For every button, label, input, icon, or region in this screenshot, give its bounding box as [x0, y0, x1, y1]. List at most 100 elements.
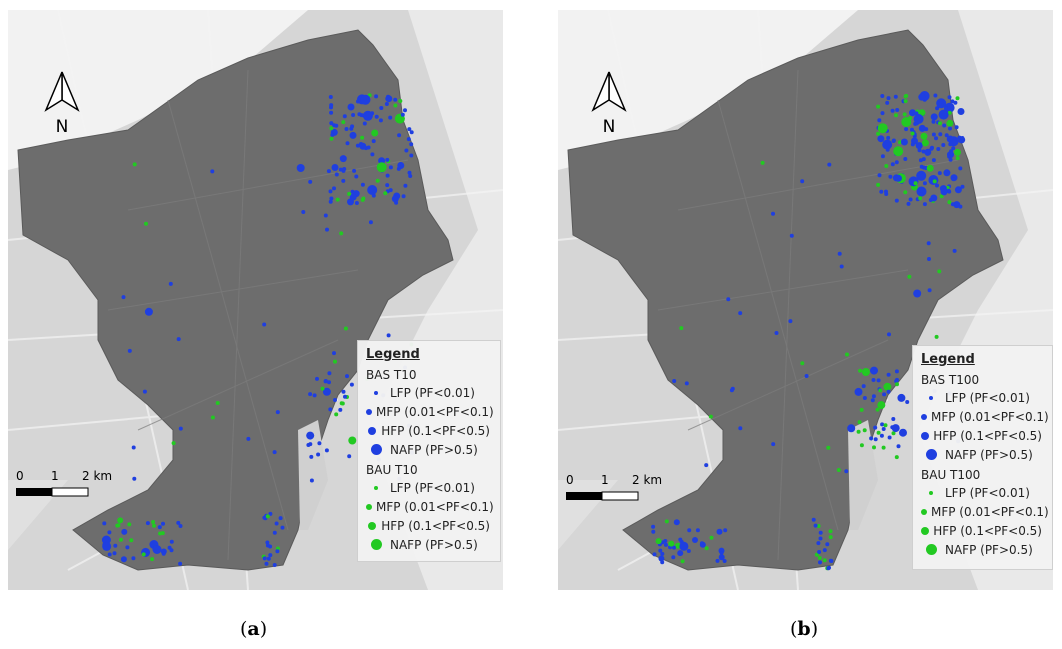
legend-symbol-dot [374, 390, 378, 395]
legend-item-label: LFP (PF<0.01) [390, 480, 475, 495]
legend-item: LFP (PF<0.01) [366, 478, 490, 497]
bas-point [884, 189, 888, 194]
bas-point [880, 422, 885, 427]
bas-point [729, 388, 734, 393]
bas-point [882, 392, 887, 397]
bau-point [858, 368, 863, 373]
legend-item-label: LFP (PF<0.01) [945, 390, 1030, 405]
bau-point [828, 535, 833, 540]
bas-point [944, 133, 949, 138]
bas-point [274, 521, 279, 526]
bas-point [275, 410, 280, 415]
legend-symbol-dot [366, 503, 372, 510]
bas-point [919, 164, 924, 169]
bas-point [871, 394, 876, 399]
bas-point [672, 545, 676, 550]
bas-point [347, 103, 355, 111]
bas-point [900, 138, 908, 146]
bas-point [384, 102, 389, 106]
bas-point [854, 387, 863, 396]
bas-point [272, 563, 277, 567]
bas-point [651, 524, 656, 529]
bas-point [716, 528, 723, 535]
bas-point [362, 110, 373, 121]
bas-point [352, 168, 357, 173]
bas-point [120, 556, 127, 563]
bas-point [308, 179, 313, 184]
bau-point [760, 160, 765, 165]
bau-point [903, 99, 908, 104]
bau-point [343, 326, 348, 331]
legend: Legend BAS T100 LFP (PF<0.01) MFP (0.01<PF<… [912, 345, 1053, 570]
bau-point [708, 414, 713, 419]
bas-point [927, 288, 932, 293]
bas-point [811, 517, 816, 522]
legend-symbol-dot [921, 431, 930, 440]
legend-item: MFP (0.01<PF<0.1) [921, 407, 1049, 426]
bas-point [951, 177, 956, 182]
bas-point [332, 351, 336, 356]
bas-point [107, 530, 112, 535]
bau-point [132, 162, 137, 167]
bau-point [340, 401, 345, 406]
bas-point [880, 94, 885, 98]
bas-point [910, 127, 914, 132]
bas-point [937, 171, 942, 176]
bau-point [883, 423, 888, 428]
bas-point [926, 241, 931, 246]
bas-point [360, 182, 365, 187]
bas-point [950, 99, 955, 104]
bas-point [342, 167, 347, 171]
bas-point [933, 114, 938, 119]
bau-point [151, 520, 156, 524]
bas-point [958, 166, 963, 171]
bas-point [673, 519, 680, 526]
bas-point [913, 114, 924, 124]
bas-point [895, 174, 902, 182]
bas-point [385, 183, 390, 188]
bas-point [903, 157, 908, 161]
legend-symbol-dot [921, 526, 930, 535]
legend-item-label: MFP (0.01<PF<0.1) [931, 409, 1049, 424]
bas-point [385, 157, 390, 162]
bau-point [371, 129, 379, 137]
bas-point [176, 337, 181, 342]
bau-point [877, 123, 888, 134]
bas-point [379, 106, 384, 110]
bas-point [958, 204, 963, 209]
bas-point [887, 435, 892, 440]
bau-point [320, 386, 325, 391]
bau-point [861, 368, 870, 376]
bas-point [818, 530, 823, 535]
bau-point [674, 542, 681, 549]
bau-point [329, 136, 334, 141]
legend-item-label: HFP (0.1<PF<0.5) [381, 423, 490, 438]
bas-point [347, 454, 352, 459]
bas-point [813, 523, 818, 528]
bas-point [161, 551, 166, 556]
legend-item-label: MFP (0.01<PF<0.1) [376, 499, 494, 514]
bas-point [948, 157, 953, 162]
bau-point [926, 164, 934, 172]
bas-point [349, 193, 357, 201]
bas-point [330, 132, 335, 137]
bas-point [367, 185, 378, 195]
bas-point [929, 146, 934, 151]
basemap [558, 10, 1053, 590]
legend-item: HFP (0.1<PF<0.5) [366, 421, 490, 440]
bau-point [884, 164, 889, 168]
legend-symbol-dot [925, 544, 937, 555]
bau-point [904, 93, 909, 98]
legend-item: NAFP (PF>0.5) [921, 445, 1042, 464]
bau-point [875, 407, 880, 412]
bas-point [409, 130, 414, 135]
bas-point [800, 179, 805, 184]
bau-point [822, 558, 827, 563]
bau-point [816, 524, 821, 528]
bas-point [178, 426, 183, 431]
bas-point [877, 173, 882, 178]
bas-point [862, 396, 867, 400]
bau-point [668, 540, 675, 547]
bau-point [947, 200, 952, 205]
bas-point [409, 153, 414, 158]
